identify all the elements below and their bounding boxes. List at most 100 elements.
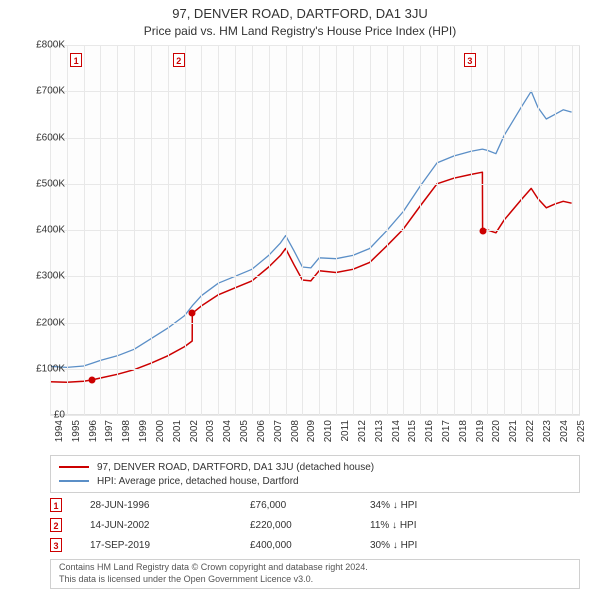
x-tick-label: 2019 xyxy=(475,420,486,442)
gridline-vertical xyxy=(403,45,404,415)
sale-price: £400,000 xyxy=(250,540,370,551)
gridline-vertical xyxy=(353,45,354,415)
x-tick-label: 2023 xyxy=(542,420,553,442)
x-tick-label: 2015 xyxy=(407,420,418,442)
x-tick-label: 2011 xyxy=(340,420,351,442)
x-tick-label: 2024 xyxy=(559,420,570,442)
chart-title: 97, DENVER ROAD, DARTFORD, DA1 3JU xyxy=(0,6,600,21)
gridline-horizontal xyxy=(50,276,580,277)
sale-date: 28-JUN-1996 xyxy=(90,500,250,511)
gridline-vertical xyxy=(538,45,539,415)
gridline-vertical xyxy=(134,45,135,415)
sales-row: 1 28-JUN-1996 £76,000 34% ↓ HPI xyxy=(50,495,580,515)
x-tick-label: 2005 xyxy=(239,420,250,442)
sale-diff: 30% ↓ HPI xyxy=(370,540,530,551)
x-tick-label: 1999 xyxy=(138,420,149,442)
y-tick-label: £600K xyxy=(5,132,65,143)
x-tick-label: 2006 xyxy=(256,420,267,442)
legend-label-property: 97, DENVER ROAD, DARTFORD, DA1 3JU (deta… xyxy=(97,462,374,473)
y-tick-label: £0 xyxy=(5,410,65,421)
x-tick-label: 2022 xyxy=(525,420,536,442)
sale-point-dot xyxy=(89,376,96,383)
sale-marker-badge: 2 xyxy=(173,53,185,67)
x-tick-label: 1997 xyxy=(104,420,115,442)
gridline-vertical xyxy=(252,45,253,415)
y-tick-label: £400K xyxy=(5,225,65,236)
sale-badge-3: 3 xyxy=(50,538,62,552)
y-tick-label: £800K xyxy=(5,40,65,51)
gridline-vertical xyxy=(269,45,270,415)
footer-line2: This data is licensed under the Open Gov… xyxy=(59,574,571,586)
x-tick-label: 2020 xyxy=(491,420,502,442)
gridline-vertical xyxy=(572,45,573,415)
gridline-vertical xyxy=(336,45,337,415)
x-tick-label: 2016 xyxy=(424,420,435,442)
gridline-vertical xyxy=(521,45,522,415)
gridline-vertical xyxy=(387,45,388,415)
x-tick-label: 2002 xyxy=(189,420,200,442)
x-tick-label: 1994 xyxy=(54,420,65,442)
gridline-horizontal xyxy=(50,415,580,416)
gridline-horizontal xyxy=(50,369,580,370)
gridline-vertical xyxy=(319,45,320,415)
sale-price: £76,000 xyxy=(250,500,370,511)
page-container: 97, DENVER ROAD, DARTFORD, DA1 3JU Price… xyxy=(0,0,600,590)
gridline-vertical xyxy=(168,45,169,415)
x-tick-label: 1998 xyxy=(121,420,132,442)
sale-point-dot xyxy=(479,227,486,234)
x-tick-label: 2021 xyxy=(508,420,519,442)
gridline-vertical xyxy=(487,45,488,415)
gridline-vertical xyxy=(555,45,556,415)
chart-area: 1 2 3 xyxy=(50,45,580,415)
gridline-vertical xyxy=(454,45,455,415)
gridline-horizontal xyxy=(50,91,580,92)
gridline-vertical xyxy=(235,45,236,415)
x-tick-label: 2025 xyxy=(576,420,587,442)
gridline-vertical xyxy=(437,45,438,415)
x-tick-label: 2008 xyxy=(290,420,301,442)
footer-line1: Contains HM Land Registry data © Crown c… xyxy=(59,562,571,574)
gridline-horizontal xyxy=(50,323,580,324)
x-tick-label: 2014 xyxy=(391,420,402,442)
y-tick-label: £200K xyxy=(5,317,65,328)
sale-marker-badge: 3 xyxy=(464,53,476,67)
x-tick-label: 2007 xyxy=(273,420,284,442)
sale-badge-2: 2 xyxy=(50,518,62,532)
x-tick-label: 2000 xyxy=(155,420,166,442)
x-tick-label: 2003 xyxy=(205,420,216,442)
legend-swatch-hpi xyxy=(59,480,89,482)
sale-marker-badge: 1 xyxy=(70,53,82,67)
gridline-vertical xyxy=(370,45,371,415)
x-tick-label: 2018 xyxy=(458,420,469,442)
x-tick-label: 2001 xyxy=(172,420,183,442)
gridline-vertical xyxy=(302,45,303,415)
x-tick-label: 2012 xyxy=(357,420,368,442)
sale-diff: 11% ↓ HPI xyxy=(370,520,530,531)
gridline-vertical xyxy=(117,45,118,415)
y-tick-label: £500K xyxy=(5,178,65,189)
gridline-vertical xyxy=(84,45,85,415)
gridline-horizontal xyxy=(50,45,580,46)
y-tick-label: £700K xyxy=(5,86,65,97)
gridline-vertical xyxy=(420,45,421,415)
x-tick-label: 1995 xyxy=(71,420,82,442)
gridline-vertical xyxy=(218,45,219,415)
y-tick-label: £100K xyxy=(5,363,65,374)
gridline-vertical xyxy=(201,45,202,415)
x-tick-label: 2004 xyxy=(222,420,233,442)
gridline-horizontal xyxy=(50,230,580,231)
legend-swatch-property xyxy=(59,466,89,468)
gridline-horizontal xyxy=(50,184,580,185)
x-tick-label: 2009 xyxy=(306,420,317,442)
sales-table: 1 28-JUN-1996 £76,000 34% ↓ HPI 2 14-JUN… xyxy=(50,495,580,555)
x-tick-label: 2013 xyxy=(374,420,385,442)
sale-diff: 34% ↓ HPI xyxy=(370,500,530,511)
gridline-vertical xyxy=(471,45,472,415)
gridline-vertical xyxy=(185,45,186,415)
sale-point-dot xyxy=(189,310,196,317)
chart-subtitle: Price paid vs. HM Land Registry's House … xyxy=(0,24,600,38)
footer-box: Contains HM Land Registry data © Crown c… xyxy=(50,559,580,589)
sale-price: £220,000 xyxy=(250,520,370,531)
gridline-vertical xyxy=(504,45,505,415)
gridline-vertical xyxy=(100,45,101,415)
